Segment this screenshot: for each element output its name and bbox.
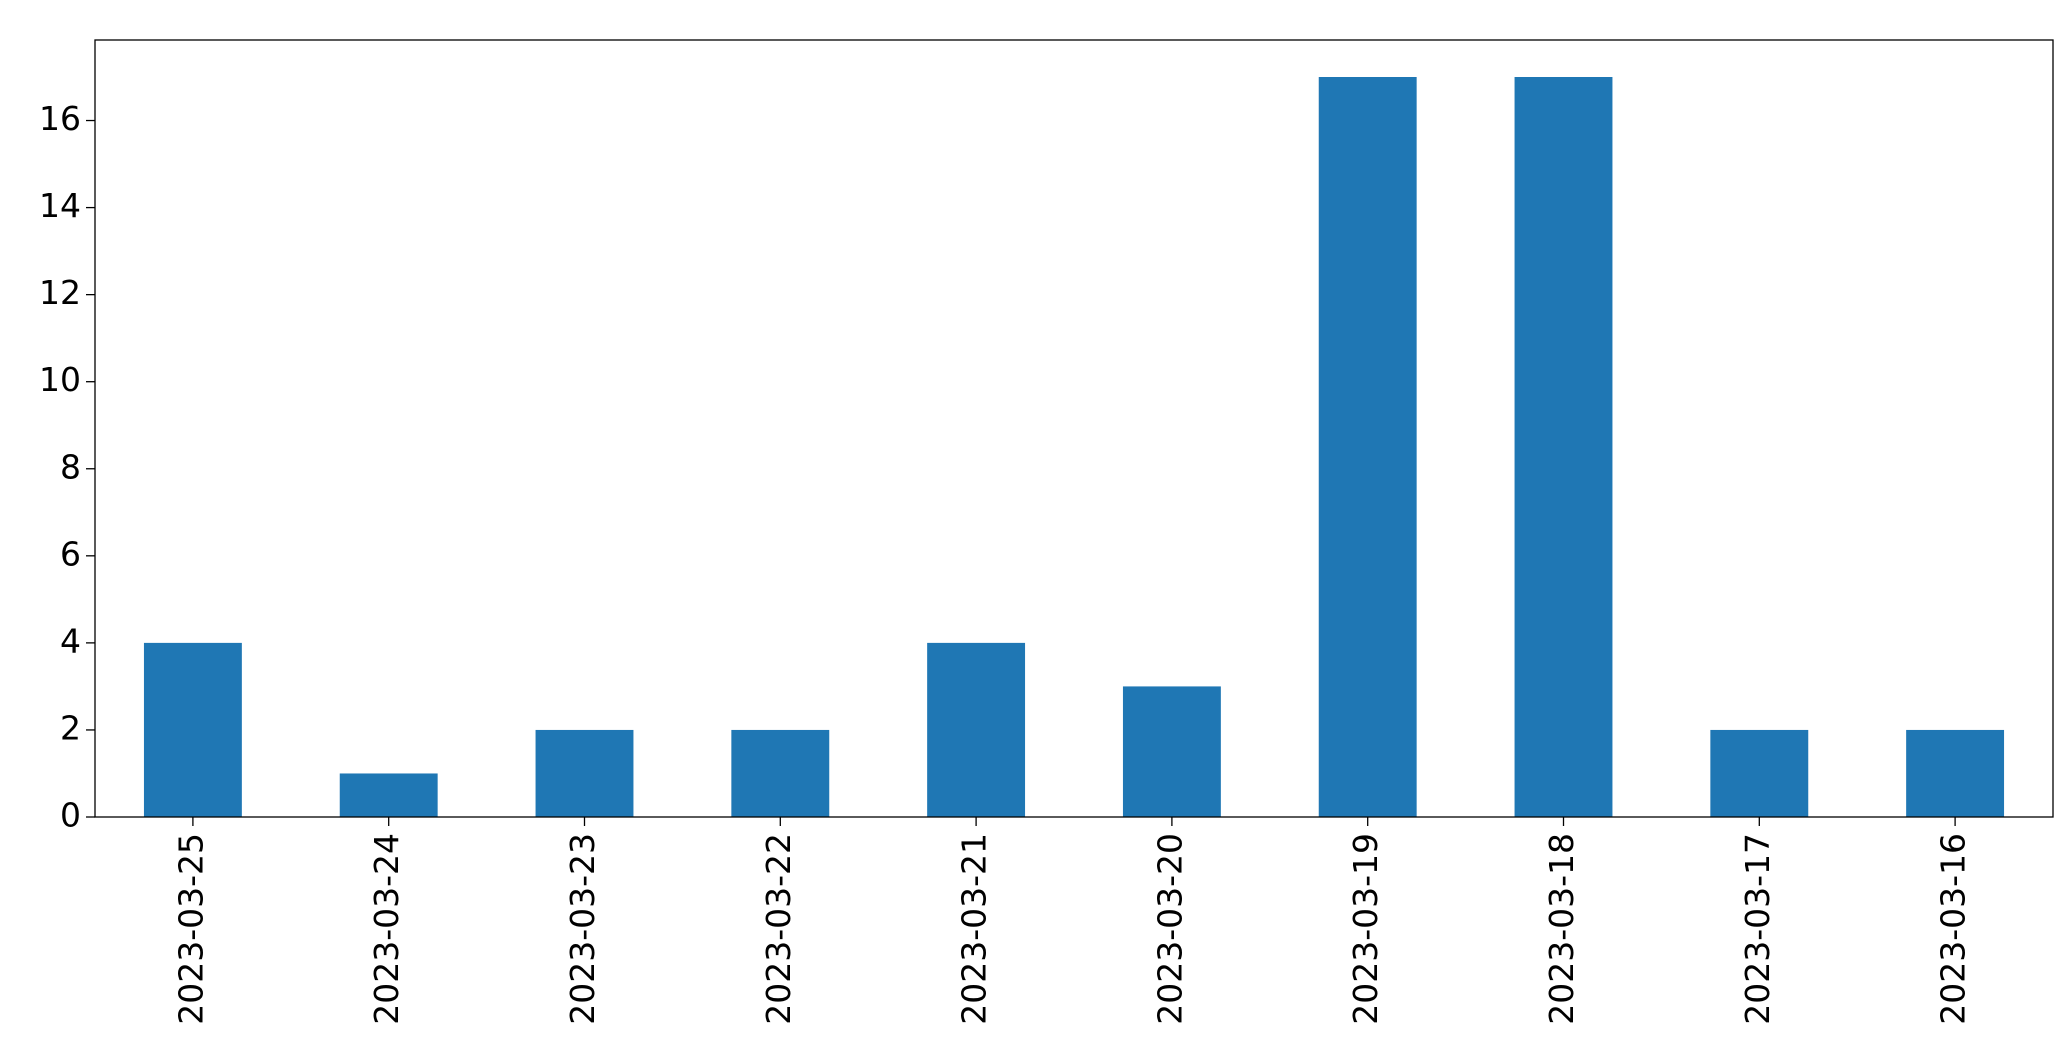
bar bbox=[1514, 77, 1613, 817]
bar bbox=[339, 773, 438, 817]
y-tick-label: 0 bbox=[60, 796, 81, 835]
bar bbox=[1906, 729, 2005, 817]
x-tick-label: 2023-03-19 bbox=[1346, 833, 1385, 1025]
y-tick-label: 2 bbox=[60, 708, 81, 747]
x-tick-label: 2023-03-20 bbox=[1150, 833, 1189, 1025]
x-tick-label: 2023-03-22 bbox=[759, 833, 798, 1025]
x-tick-label: 2023-03-17 bbox=[1738, 833, 1777, 1025]
bar bbox=[143, 642, 242, 817]
bar bbox=[535, 729, 634, 817]
y-tick-label: 10 bbox=[39, 360, 81, 399]
x-tick-label: 2023-03-16 bbox=[1934, 833, 1973, 1025]
plot-frame bbox=[94, 39, 2054, 818]
x-tick-label: 2023-03-23 bbox=[563, 833, 602, 1025]
bar bbox=[1710, 729, 1809, 817]
y-tick-label: 4 bbox=[60, 621, 81, 660]
y-tick-label: 12 bbox=[39, 273, 81, 312]
y-tick-label: 8 bbox=[60, 447, 81, 486]
x-tick-label: 2023-03-18 bbox=[1542, 833, 1581, 1025]
x-tick-label: 2023-03-25 bbox=[171, 833, 210, 1025]
x-tick-label: 2023-03-24 bbox=[367, 833, 406, 1025]
bar bbox=[1318, 77, 1417, 817]
bar bbox=[731, 729, 830, 817]
y-tick-label: 14 bbox=[39, 186, 81, 225]
y-tick-label: 6 bbox=[60, 534, 81, 573]
x-tick-label: 2023-03-21 bbox=[955, 833, 994, 1025]
y-tick-label: 16 bbox=[39, 99, 81, 138]
bar bbox=[1122, 686, 1221, 817]
bar bbox=[927, 642, 1026, 817]
